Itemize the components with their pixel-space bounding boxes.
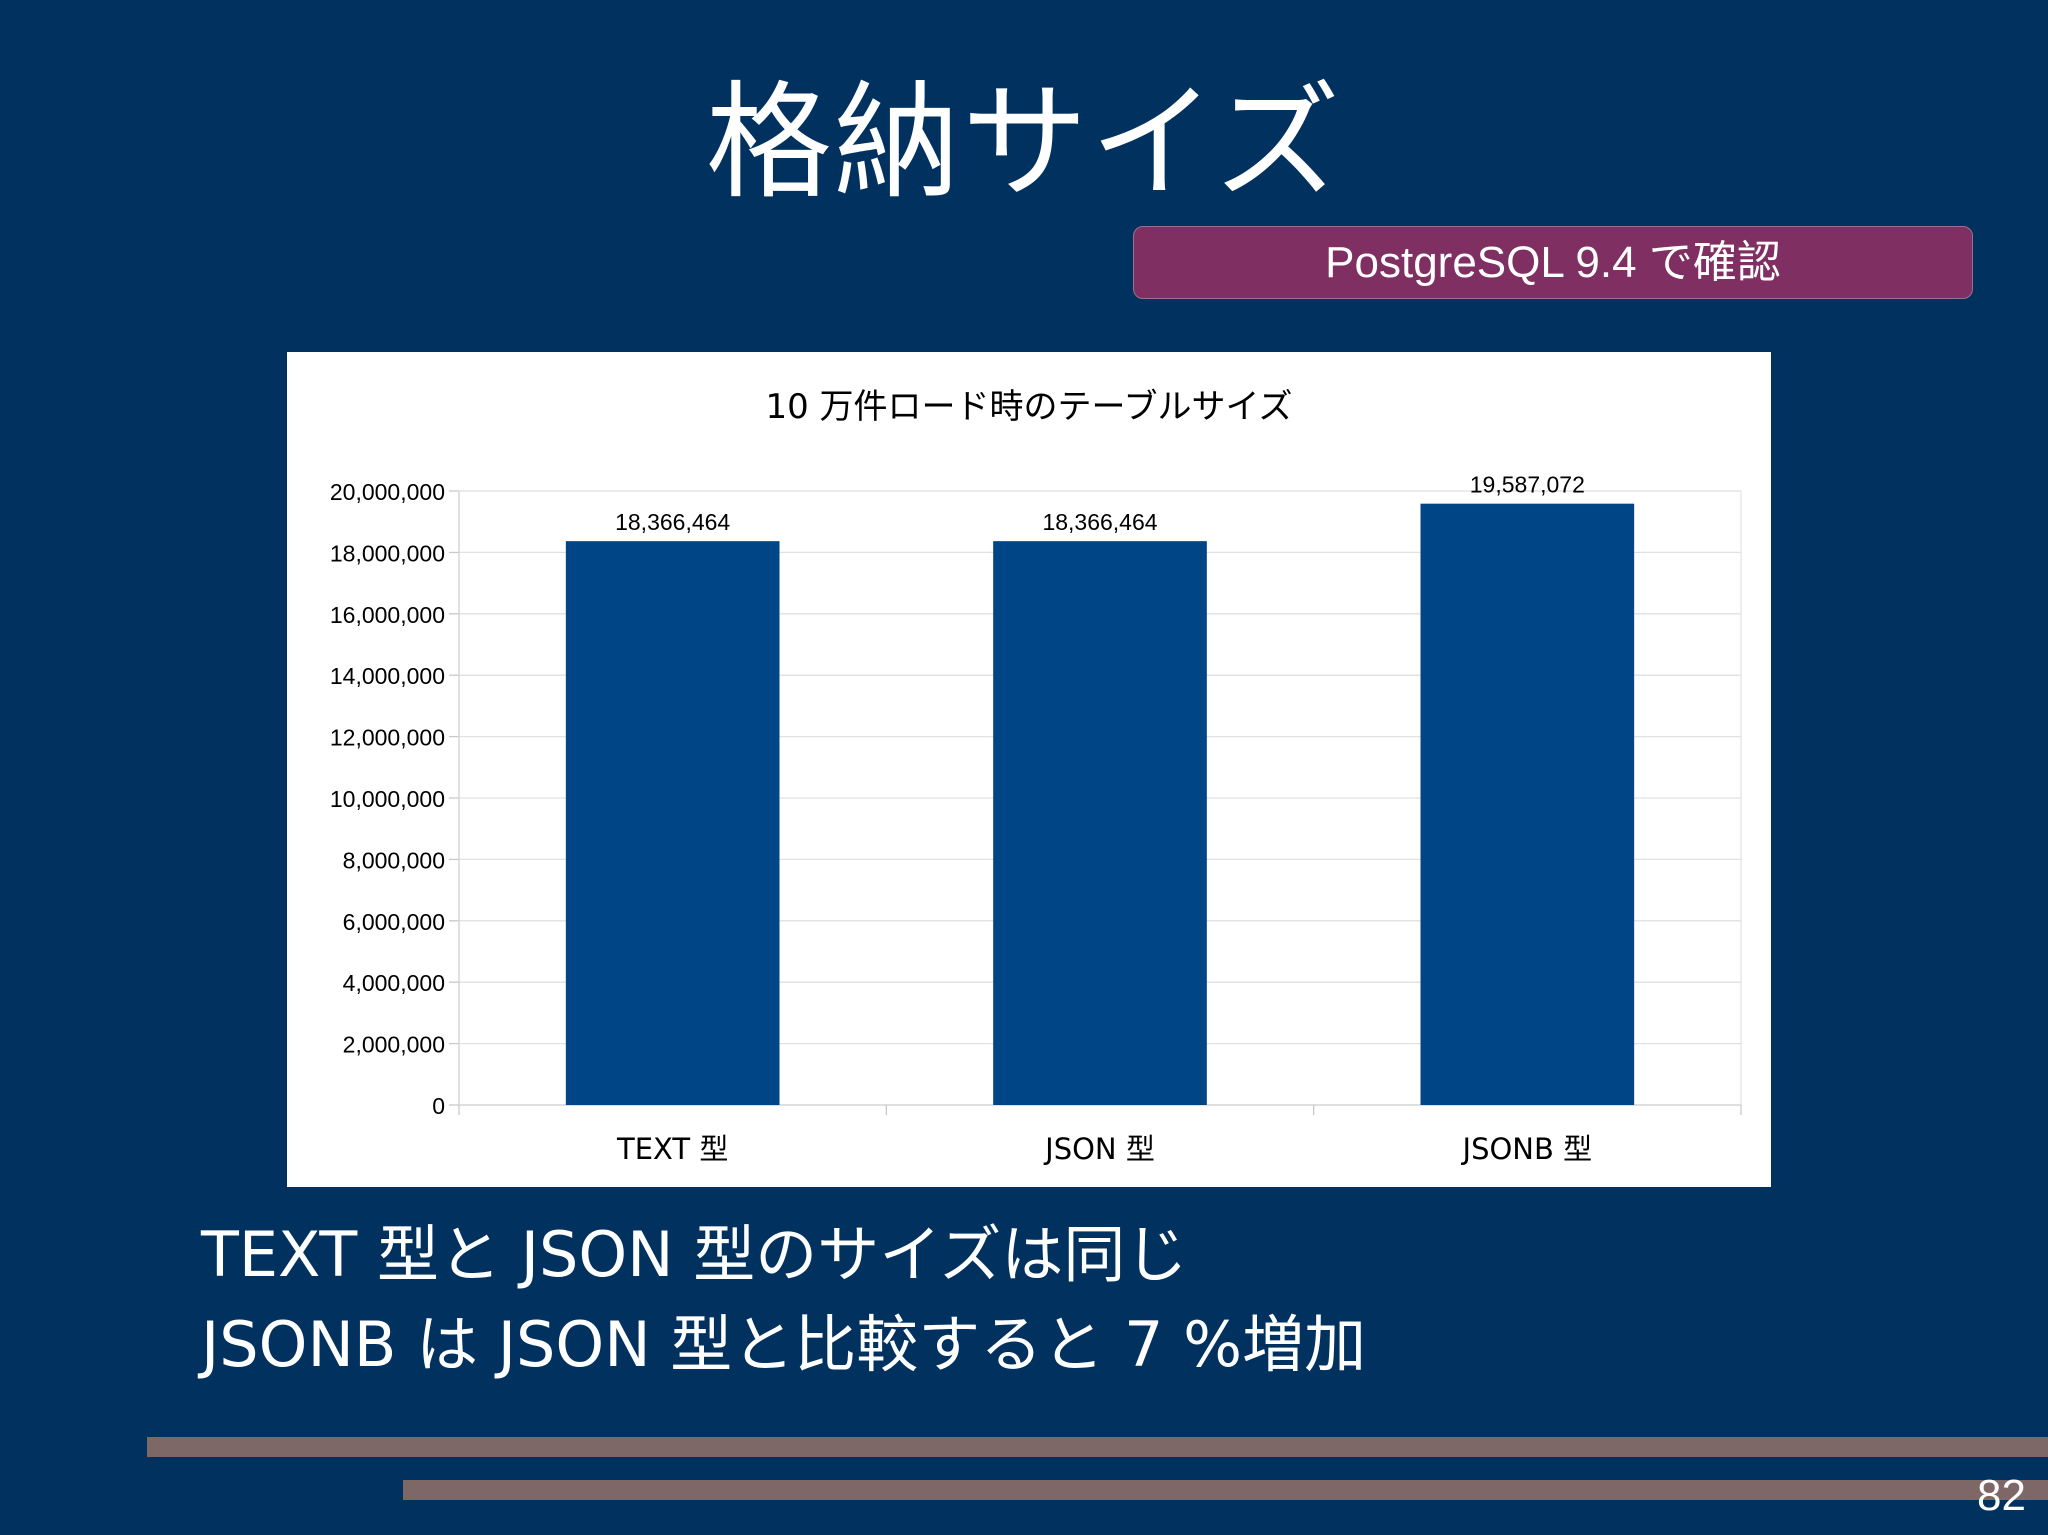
chart-panel: 10 万件ロード時のテーブルサイズ 0 2,000,000 4,000,000 6,00… [287,352,1771,1187]
y-tick-label: 8,000,000 [343,847,445,873]
bullet-item-2: JSONB は JSON 型と比較すると 7 %増加 [201,1308,1367,1381]
y-tick-label: 18,000,000 [330,540,445,566]
y-tick-label: 10,000,000 [330,786,445,812]
x-category-label-2: JSON 型 [1043,1132,1155,1166]
bar-chart: 10 万件ロード時のテーブルサイズ 0 2,000,000 4,000,000 6,00… [330,387,1742,1166]
y-tick-label: 0 [432,1093,445,1119]
decorative-bar-top [147,1437,2048,1457]
y-tick-label: 16,000,000 [330,602,445,628]
bullet-list: TEXT 型と JSON 型のサイズは同じ JSONB は JSON 型と比較す… [201,1210,1901,1390]
bar-2 [993,541,1207,1105]
chart-root: 10 万件ロード時のテーブルサイズ 0 2,000,000 4,000,000 6,00… [330,387,1742,1166]
subtitle-badge: PostgreSQL 9.4 で確認 [1133,226,1973,299]
slide-title: 格納サイズ [705,69,1343,216]
y-tick-label: 2,000,000 [343,1032,445,1058]
data-label-2: 18,366,464 [1042,509,1157,535]
data-label-1: 18,366,464 [615,509,730,535]
bullet-item-1: TEXT 型と JSON 型のサイズは同じ [201,1218,1188,1291]
y-tick-label: 14,000,000 [330,663,445,689]
page-number: 82 [1977,1471,2026,1520]
y-tick-label: 6,000,000 [343,909,445,935]
y-tick-label: 4,000,000 [343,970,445,996]
bar-3 [1420,503,1635,1105]
x-category-label-3: JSONB 型 [1461,1132,1593,1166]
y-tick-label: 20,000,000 [330,479,445,505]
chart-title: 10 万件ロード時のテーブルサイズ [765,387,1292,427]
y-tick-label: 12,000,000 [330,725,445,751]
decorative-bar-bottom [403,1480,2048,1500]
bar-1 [565,541,780,1105]
x-category-label-1: TEXT 型 [616,1132,728,1166]
data-label-3: 19,587,072 [1470,472,1585,498]
